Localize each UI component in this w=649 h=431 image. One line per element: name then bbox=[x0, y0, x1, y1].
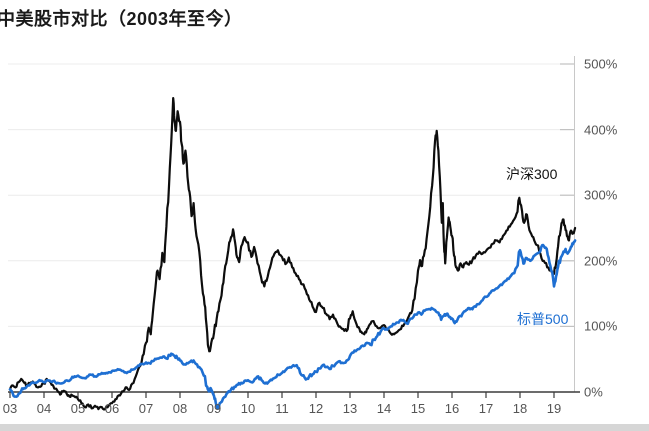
x-tick-label: 11 bbox=[275, 401, 289, 416]
x-tick-label: 15 bbox=[410, 401, 426, 416]
x-tick-label: 08 bbox=[172, 401, 188, 416]
x-tick-label: 05 bbox=[70, 401, 86, 416]
x-tick-label: 07 bbox=[138, 401, 154, 416]
x-tick-label: 04 bbox=[36, 401, 52, 416]
x-tick-label: 14 bbox=[376, 401, 392, 416]
x-tick-label: 17 bbox=[478, 401, 494, 416]
x-tick-label: 18 bbox=[512, 401, 528, 416]
bottom-strip bbox=[0, 424, 649, 431]
page-title: 中美股市对比（2003年至今） bbox=[0, 9, 243, 29]
y-tick-label: 500% bbox=[584, 56, 618, 72]
x-tick-label: 13 bbox=[342, 401, 358, 416]
series-label-sp500: 标普500 bbox=[517, 311, 569, 327]
y-tick-label: 200% bbox=[584, 253, 618, 269]
x-tick-label: 06 bbox=[104, 401, 120, 416]
csi300-line bbox=[8, 96, 577, 411]
y-tick-label: 400% bbox=[584, 122, 618, 138]
series-label-csi300: 沪深300 bbox=[506, 166, 558, 182]
x-tick-label: 19 bbox=[546, 401, 562, 416]
sp500-line bbox=[8, 239, 577, 410]
x-tick-label: 16 bbox=[444, 401, 460, 416]
y-tick-label: 0% bbox=[584, 384, 603, 400]
x-tick-label: 12 bbox=[308, 401, 324, 416]
x-tick-label: 10 bbox=[240, 401, 256, 416]
x-tick-label: 09 bbox=[206, 401, 222, 416]
y-tick-label: 100% bbox=[584, 318, 618, 334]
x-tick-label: 03 bbox=[2, 401, 18, 416]
y-tick-label: 300% bbox=[584, 187, 618, 203]
